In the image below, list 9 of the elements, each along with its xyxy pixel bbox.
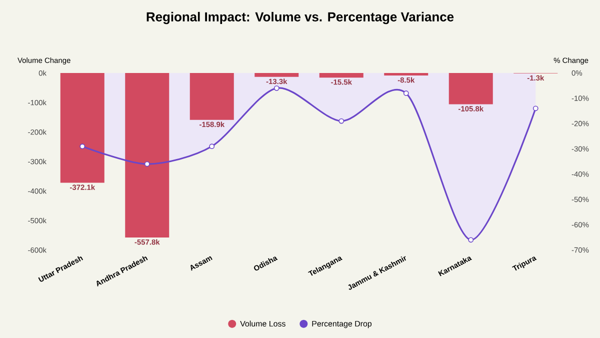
point: [338, 118, 344, 124]
point: [403, 90, 409, 96]
point: [468, 237, 474, 243]
chart-title: Regional Impact: Volume vs. Percentage Variance: [146, 12, 454, 24]
point: [144, 161, 150, 167]
point: [274, 85, 280, 91]
point: [80, 144, 86, 150]
point: [532, 106, 538, 112]
point: [209, 144, 215, 150]
